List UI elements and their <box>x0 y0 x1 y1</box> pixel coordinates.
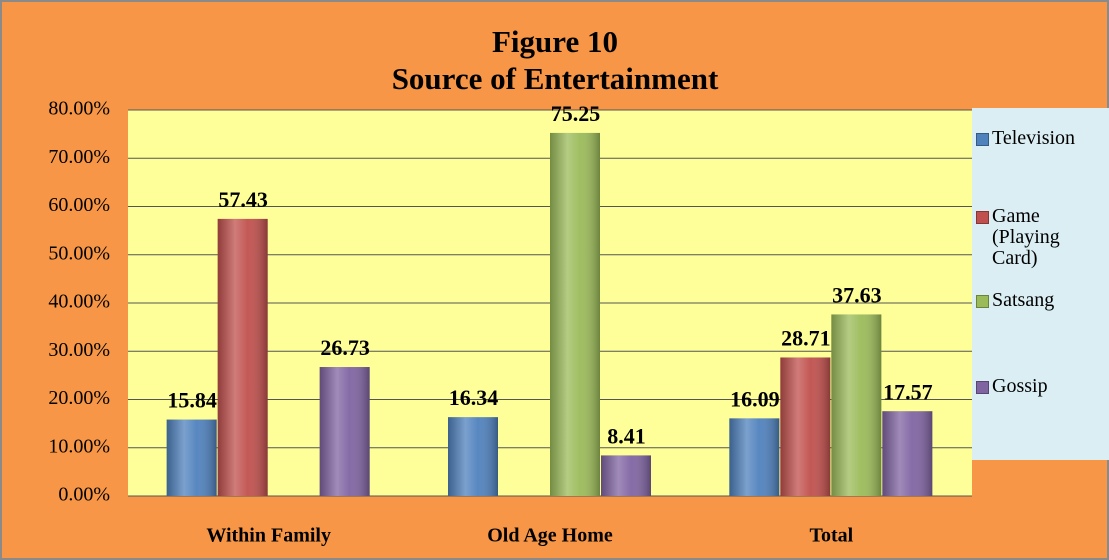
y-tick-label: 50.00% <box>48 242 110 264</box>
bar-shade <box>831 314 882 496</box>
bar-shade <box>319 367 370 496</box>
legend-label: Game (Playing Card) <box>992 205 1060 269</box>
legend-swatch <box>976 211 989 224</box>
bar-shade <box>166 419 217 496</box>
legend-label: Television <box>992 127 1076 149</box>
data-label: 26.73 <box>320 335 370 360</box>
chart-subtitle: Source of Entertainment <box>392 61 719 96</box>
legend-item: Game (Playing Card) <box>976 206 1104 269</box>
x-tick-label: Within Family <box>206 525 331 547</box>
legend-swatch <box>976 381 989 394</box>
data-label: 75.25 <box>551 101 601 126</box>
legend: Television Game (Playing Card) Satsang Goss… <box>972 108 1109 460</box>
legend-item: Satsang <box>976 290 1104 311</box>
data-label: 15.84 <box>167 388 217 413</box>
data-label: 16.09 <box>730 386 780 411</box>
bar-shade <box>601 455 651 496</box>
legend-label: Gossip <box>992 375 1048 397</box>
bar-shade <box>780 357 831 496</box>
bar-shade <box>448 417 498 496</box>
y-tick-label: 20.00% <box>48 387 110 409</box>
y-tick-label: 80.00% <box>48 98 110 120</box>
bar-shade <box>729 418 780 496</box>
y-tick-label: 0.00% <box>58 484 110 506</box>
legend-item: Television <box>976 128 1104 149</box>
legend-swatch <box>976 133 989 146</box>
x-tick-label: Total <box>809 525 853 547</box>
bar-shade <box>550 132 600 496</box>
x-tick-label: Old Age Home <box>487 525 613 547</box>
legend-label: Satsang <box>992 289 1055 311</box>
legend-swatch <box>976 295 989 308</box>
data-label: 57.43 <box>218 187 268 212</box>
data-label: 37.63 <box>832 282 882 307</box>
y-tick-label: 60.00% <box>48 194 110 216</box>
bar-shade <box>882 411 933 496</box>
y-tick-label: 40.00% <box>48 291 110 313</box>
legend-item: Gossip <box>976 376 1104 397</box>
y-tick-label: 30.00% <box>48 339 110 361</box>
bar-shade <box>217 218 268 496</box>
data-label: 16.34 <box>449 385 499 410</box>
y-tick-label: 70.00% <box>48 146 110 168</box>
data-label: 8.41 <box>607 423 646 448</box>
y-tick-label: 10.00% <box>48 435 110 457</box>
data-label: 17.57 <box>883 379 933 404</box>
data-label: 28.71 <box>781 326 831 351</box>
chart-title: Figure 10 <box>492 24 618 59</box>
